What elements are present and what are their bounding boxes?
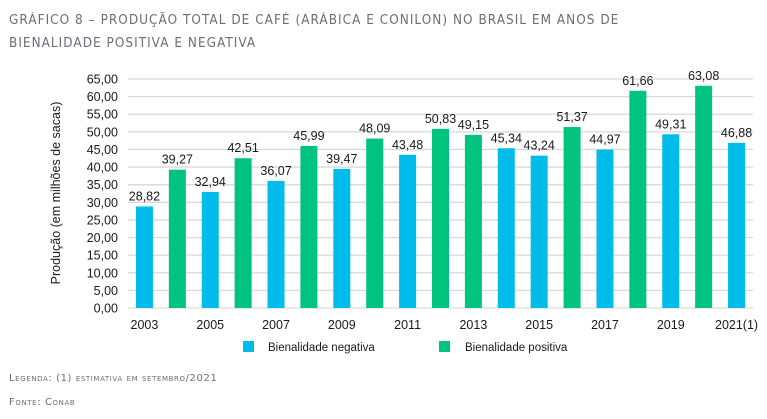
value-label: 63,08 xyxy=(688,69,719,83)
x-tick-label: 2019 xyxy=(657,318,685,332)
bar-2003 xyxy=(135,206,153,308)
value-label: 49,15 xyxy=(458,118,489,132)
source-note: Fonte: Conab xyxy=(9,397,76,408)
bar-2007 xyxy=(267,180,285,308)
bar-2010 xyxy=(366,138,384,308)
y-tick-label: 30,00 xyxy=(87,196,118,210)
y-tick-label: 15,00 xyxy=(87,249,118,263)
bar-2020 xyxy=(695,85,713,308)
value-label: 45,99 xyxy=(293,129,324,143)
bar-2008 xyxy=(300,145,318,308)
y-tick-label: 5,00 xyxy=(94,284,118,298)
value-label: 48,09 xyxy=(359,122,390,136)
value-label: 39,47 xyxy=(326,152,357,166)
x-tick-label: 2013 xyxy=(459,318,487,332)
x-tick-label: 2005 xyxy=(196,318,224,332)
bar-2016 xyxy=(563,127,581,309)
legend: Bienalidade negativa Bienalidade positiv… xyxy=(243,341,568,354)
value-label: 42,51 xyxy=(227,141,258,155)
bar-2015 xyxy=(530,155,548,308)
bar-2011 xyxy=(399,154,417,308)
value-label: 36,07 xyxy=(260,164,291,178)
value-label: 50,83 xyxy=(425,112,456,126)
legend-swatch-positive xyxy=(439,341,450,352)
value-label: 46,88 xyxy=(721,126,752,140)
bars xyxy=(135,85,746,309)
value-label: 61,66 xyxy=(622,74,653,88)
legend-note: Legenda: (1) estimativa em setembro/2021 xyxy=(9,373,218,384)
bar-2012 xyxy=(432,128,449,308)
value-label: 43,48 xyxy=(392,138,423,152)
bar-2014 xyxy=(497,148,515,308)
bar-2021(1) xyxy=(728,142,746,308)
y-axis-label: Produção (em milhões de sacas) xyxy=(49,102,63,285)
y-tick-label: 25,00 xyxy=(87,213,118,227)
bar-2004 xyxy=(168,169,186,308)
x-tick-label: 2017 xyxy=(591,318,619,332)
y-axis-ticks: 0,00 5,00 10,00 15,00 20,00 25,00 30,00 35,00 40… xyxy=(87,73,118,316)
y-tick-label: 50,00 xyxy=(87,125,118,139)
y-tick-label: 45,00 xyxy=(87,143,118,157)
x-tick-label: 2021(1) xyxy=(715,318,758,332)
bar-2017 xyxy=(596,149,614,308)
bar-2018 xyxy=(629,90,647,308)
x-tick-label: 2007 xyxy=(262,318,290,332)
x-tick-label: 2009 xyxy=(328,318,356,332)
value-label: 51,37 xyxy=(556,110,587,124)
y-tick-label: 40,00 xyxy=(87,161,118,175)
legend-label-negative: Bienalidade negativa xyxy=(268,342,375,354)
bar-2005 xyxy=(201,191,219,308)
x-tick-label: 2011 xyxy=(394,318,421,332)
x-axis-ticks: 2003 2005 2007 2009 2011 2013 2015 2017 2019 2021… xyxy=(131,318,759,332)
value-label: 32,94 xyxy=(195,175,226,189)
y-tick-label: 55,00 xyxy=(87,108,118,122)
y-tick-label: 35,00 xyxy=(87,178,118,192)
legend-swatch-negative xyxy=(243,341,254,352)
value-label: 44,97 xyxy=(589,133,620,147)
chart-title: GRÁFICO 8 – PRODUÇÃO TOTAL DE CAFÉ (ARÁB… xyxy=(9,13,620,51)
y-tick-label: 20,00 xyxy=(87,231,118,245)
x-tick-label: 2015 xyxy=(525,318,553,332)
value-label: 39,27 xyxy=(162,153,193,167)
bar-2019 xyxy=(662,134,680,308)
bar-2006 xyxy=(234,158,252,308)
y-tick-label: 65,00 xyxy=(87,73,118,87)
bar-2009 xyxy=(333,168,351,308)
legend-label-positive: Bienalidade positiva xyxy=(465,342,568,354)
value-label: 49,31 xyxy=(655,117,686,131)
x-tick-label: 2003 xyxy=(131,318,159,332)
value-label: 45,34 xyxy=(491,131,522,145)
y-tick-label: 60,00 xyxy=(87,90,118,104)
value-label: 43,24 xyxy=(524,139,555,153)
y-tick-label: 10,00 xyxy=(87,266,118,280)
value-label: 28,82 xyxy=(129,189,160,203)
y-tick-label: 0,00 xyxy=(94,302,118,316)
bar-2013 xyxy=(464,134,482,308)
